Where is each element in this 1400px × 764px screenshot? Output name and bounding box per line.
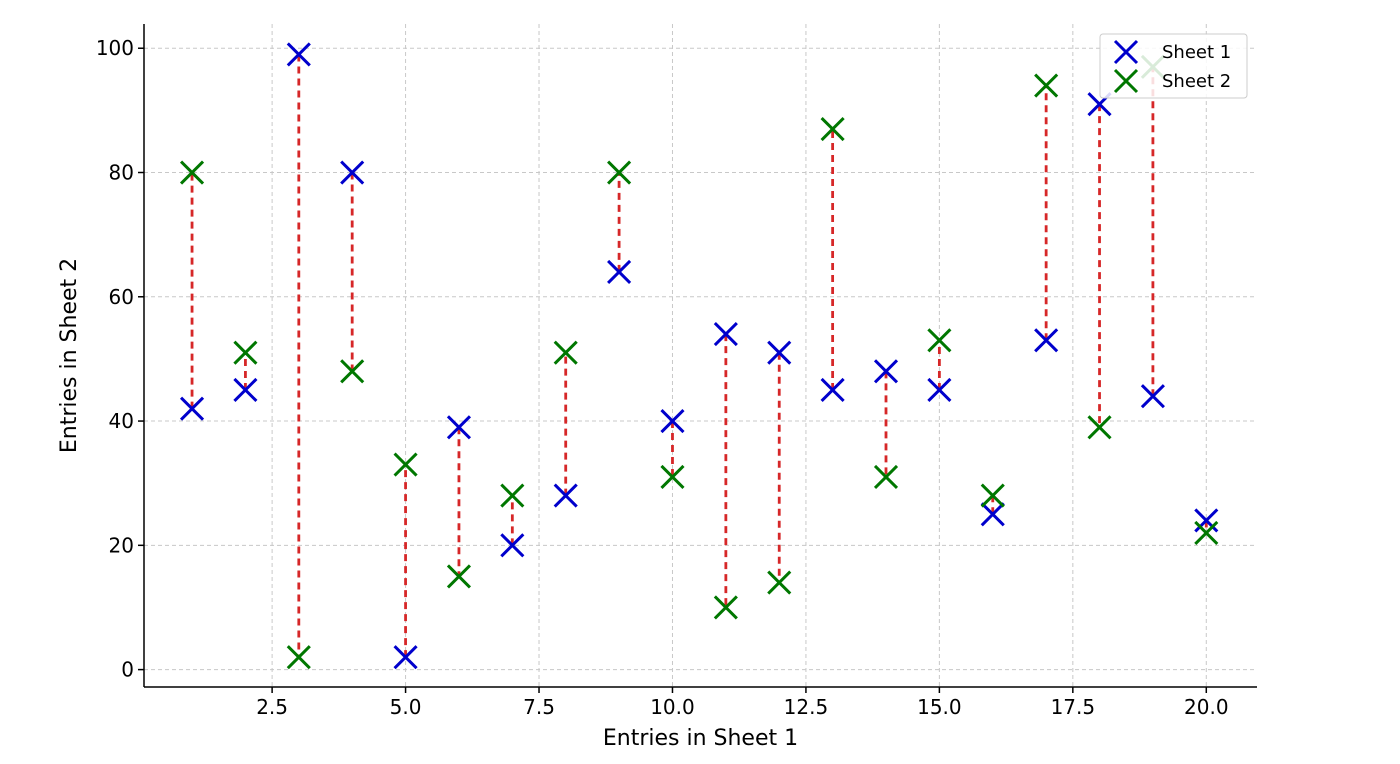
sheet-2-point — [713, 595, 738, 620]
sheet-1-point — [873, 359, 899, 384]
sheet-1-point — [767, 340, 792, 365]
y-tick-label: 20 — [109, 533, 134, 557]
x-tick-label: 10.0 — [650, 695, 695, 719]
sheet-2-point — [286, 645, 311, 670]
sheet-2-point — [1194, 520, 1219, 545]
sheet-1-point — [553, 483, 578, 508]
legend-label-sheet-1: Sheet 1 — [1162, 42, 1231, 63]
sheet-2-point — [607, 160, 632, 185]
markers — [179, 42, 1219, 670]
legend-marker-sheet-2 — [1113, 68, 1139, 94]
legend-marker-sheet-1 — [1113, 39, 1139, 65]
sheet-1-point — [713, 322, 738, 347]
sheet-1-point — [660, 408, 685, 434]
x-tick-label: 2.5 — [256, 695, 288, 719]
sheet-1-point — [500, 533, 525, 558]
x-tick-label: 17.5 — [1051, 695, 1096, 719]
x-tick-label: 20.0 — [1184, 695, 1229, 719]
sheet-2-point — [1087, 415, 1112, 440]
sheet-2-point — [873, 464, 899, 490]
sheet-1-point — [1034, 328, 1059, 353]
y-tick-label: 0 — [121, 658, 134, 682]
y-tick-label: 40 — [109, 409, 134, 433]
sheet-2-point — [233, 340, 258, 365]
sheet-1-point — [607, 259, 632, 284]
sheet-1-point — [179, 396, 205, 421]
connectors — [190, 54, 1208, 658]
sheet-1-point — [1194, 508, 1219, 533]
sheet-1-point — [233, 377, 258, 403]
sheet-1-point — [980, 502, 1005, 527]
y-tick-label: 80 — [109, 161, 134, 185]
x-tick-label: 7.5 — [523, 695, 555, 719]
legend: Sheet 1 Sheet 2 — [1099, 33, 1248, 99]
sheet-2-point — [446, 564, 472, 589]
sheet-1-point — [446, 415, 472, 440]
sheet-1-point — [1140, 384, 1165, 409]
x-axis-label: Entries in Sheet 1 — [603, 726, 798, 751]
x-tick-label: 5.0 — [390, 695, 422, 719]
sheet-2-point — [393, 452, 418, 477]
sheet-2-point — [1034, 73, 1059, 98]
sheet-2-point — [660, 464, 685, 490]
legend-items: Sheet 1 Sheet 2 — [1113, 39, 1231, 94]
y-axis-label: Entries in Sheet 2 — [57, 258, 82, 453]
legend-box — [1099, 33, 1248, 99]
sheet-2-point — [767, 570, 792, 595]
axes — [143, 24, 1257, 688]
x-tick-label: 15.0 — [917, 695, 962, 719]
sheet-1-point — [927, 377, 952, 403]
sheet-2-point — [927, 328, 952, 353]
legend-label-sheet-2: Sheet 2 — [1162, 71, 1231, 92]
sheet-1-point — [820, 377, 845, 403]
sheet-2-point — [340, 359, 365, 384]
y-tick-label: 100 — [96, 36, 134, 60]
y-tick-label: 60 — [109, 285, 134, 309]
grid — [144, 24, 1257, 687]
x-ticks: 2.5 5.0 7.5 10.0 12.5 15.0 17.5 20.0 — [256, 687, 1229, 719]
y-ticks: 0 20 40 60 80 100 — [96, 36, 144, 682]
sheet-2-point — [820, 116, 845, 142]
sheet-1-point — [393, 645, 418, 670]
sheet-2-point — [553, 340, 578, 365]
sheet-1-point — [340, 160, 365, 185]
sheet-2-point — [179, 160, 205, 185]
sheet-2-point — [980, 483, 1005, 508]
x-tick-label: 12.5 — [784, 695, 829, 719]
sheet-1-point — [286, 42, 311, 67]
sheet-2-point — [500, 483, 525, 508]
